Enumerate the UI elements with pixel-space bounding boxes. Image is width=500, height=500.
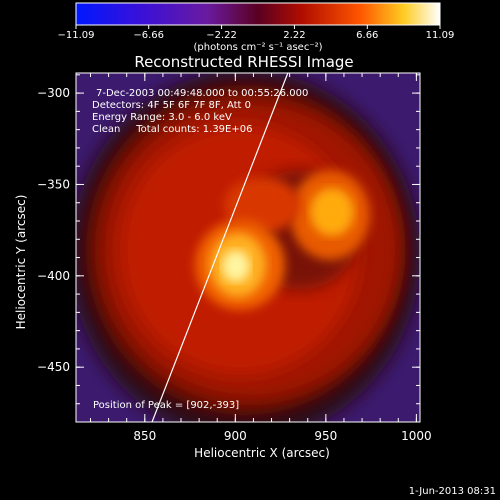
y-tick-label: −350 xyxy=(37,177,70,191)
annotation-energy-range: Energy Range: 3.0 - 6.0 keV xyxy=(92,112,232,123)
colorbar-label: (photons cm⁻² s⁻¹ asec⁻²) xyxy=(193,42,322,53)
colorbar xyxy=(75,2,441,26)
x-tick-label: 950 xyxy=(314,429,337,443)
timestamp: 1-Jun-2013 08:31 xyxy=(409,486,496,497)
annotation-time-range: 7-Dec-2003 00:49:48.000 to 00:55:26.000 xyxy=(96,88,308,99)
x-tick-label: 850 xyxy=(133,429,156,443)
y-tick-label: −450 xyxy=(37,360,70,374)
heatmap-image xyxy=(76,73,420,422)
colorbar-tick-label: −2.22 xyxy=(206,30,237,41)
colorbar-tick-label: 6.66 xyxy=(356,30,378,41)
y-axis-label: Heliocentric Y (arcsec) xyxy=(14,195,28,330)
colorbar-tick-label: 11.09 xyxy=(426,30,455,41)
annotation-clean-counts: Clean Total counts: 1.39E+06 xyxy=(92,124,252,135)
colorbar-tick-label: 2.22 xyxy=(283,30,305,41)
y-axis-ticks: −450 −400 −350 −300 xyxy=(37,74,420,405)
colorbar-tick-label: −6.66 xyxy=(133,30,164,41)
x-tick-label: 900 xyxy=(224,429,247,443)
chart-title: Reconstructed RHESSI Image xyxy=(134,53,353,71)
x-axis-label: Heliocentric X (arcsec) xyxy=(194,446,330,460)
y-tick-label: −300 xyxy=(37,86,70,100)
annotation-detectors: Detectors: 4F 5F 6F 7F 8F, Att 0 xyxy=(92,100,251,111)
x-tick-label: 1000 xyxy=(401,429,432,443)
plot-frame xyxy=(75,72,421,423)
colorbar-tick-label: −11.09 xyxy=(57,30,94,41)
colorbar-ticks: −11.09 −6.66 −2.22 2.22 6.66 11.09 xyxy=(57,25,454,41)
y-tick-label: −400 xyxy=(37,269,70,283)
x-axis-ticks: 850 900 950 1000 xyxy=(89,73,432,443)
solar-limb-line xyxy=(151,73,289,422)
peak-position-label: Position of Peak = [902,-393] xyxy=(93,400,239,411)
